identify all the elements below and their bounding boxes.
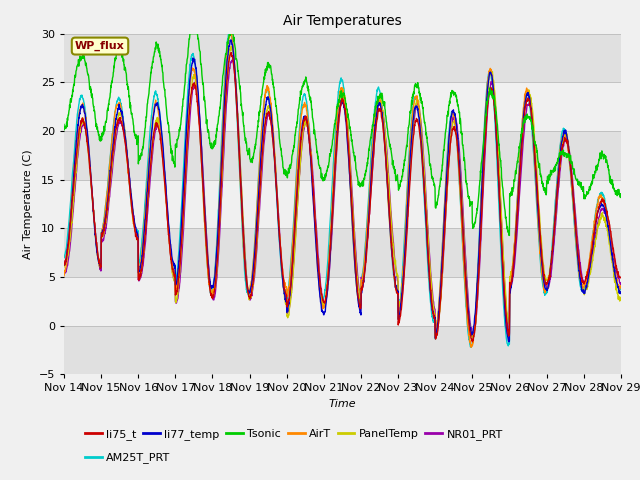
Bar: [64, 326, 621, 374]
Bar: [64, 228, 621, 277]
Bar: [64, 34, 621, 82]
Bar: [64, 180, 621, 228]
Legend: AM25T_PRT: AM25T_PRT: [81, 448, 175, 468]
Y-axis label: Air Temperature (C): Air Temperature (C): [23, 149, 33, 259]
Text: WP_flux: WP_flux: [75, 41, 125, 51]
X-axis label: Time: Time: [328, 399, 356, 409]
Bar: [64, 82, 621, 131]
Bar: [64, 131, 621, 180]
Title: Air Temperatures: Air Temperatures: [283, 14, 402, 28]
Bar: [64, 277, 621, 326]
